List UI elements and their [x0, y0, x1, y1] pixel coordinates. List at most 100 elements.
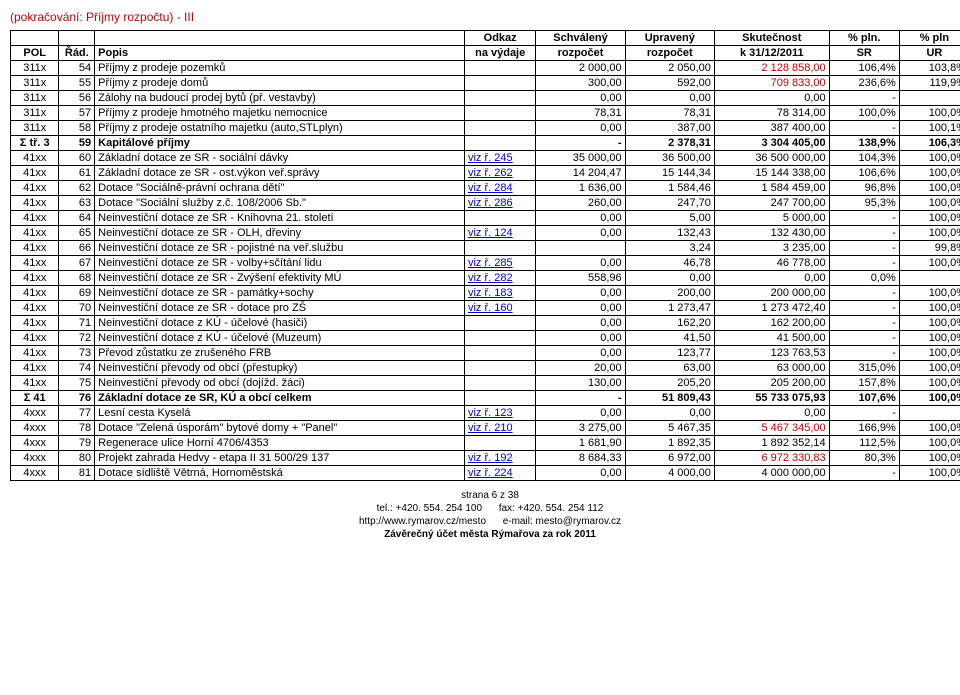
table-row: 41xx74Neinvestiční převody od obcí (přes…	[11, 361, 960, 376]
table-cell-link[interactable]: viz ř. 284	[464, 181, 535, 196]
table-row: 41xx69Neinvestiční dotace ze SR - památk…	[11, 286, 960, 301]
page-title: (pokračování: Příjmy rozpočtu) - III	[10, 10, 960, 24]
table-cell: 387,00	[625, 121, 714, 136]
table-cell: Neinvestiční dotace ze SR - památky+soch…	[95, 286, 465, 301]
table-cell-link[interactable]: viz ř. 245	[464, 151, 535, 166]
table-cell: Neinvestiční dotace ze SR - dotace pro Z…	[95, 301, 465, 316]
table-cell: 41xx	[11, 316, 59, 331]
table-row: 311x57Příjmy z prodeje hmotného majetku …	[11, 106, 960, 121]
table-cell: 14 204,47	[536, 166, 625, 181]
table-cell: 100,0%	[899, 316, 960, 331]
table-cell-link	[464, 106, 535, 121]
footer-fax: fax: +420. 554. 254 112	[499, 503, 604, 514]
table-cell: 69	[59, 286, 95, 301]
table-cell: -	[829, 121, 899, 136]
table-cell: Neinvestiční dotace ze SR - volby+sčítán…	[95, 256, 465, 271]
table-cell-link[interactable]: viz ř. 160	[464, 301, 535, 316]
table-cell-link[interactable]: viz ř. 262	[464, 166, 535, 181]
table-cell: -	[829, 91, 899, 106]
footer-email: e-mail: mesto@rymarov.cz	[503, 516, 621, 527]
table-cell: 35 000,00	[536, 151, 625, 166]
table-cell: 61	[59, 166, 95, 181]
table-cell: 5 467 345,00	[714, 421, 829, 436]
table-cell-link[interactable]: viz ř. 224	[464, 466, 535, 481]
table-cell-link[interactable]: viz ř. 192	[464, 451, 535, 466]
table-cell: -	[829, 406, 899, 421]
table-row: 311x55Příjmy z prodeje domů300,00592,007…	[11, 76, 960, 91]
table-cell-link[interactable]: viz ř. 285	[464, 256, 535, 271]
table-cell: 138,9%	[829, 136, 899, 151]
table-cell: 123,77	[625, 346, 714, 361]
table-cell: Neinvestiční dotace ze SR - OLH, dřeviny	[95, 226, 465, 241]
table-cell: Dotace sídliště Větrná, Hornoměstská	[95, 466, 465, 481]
table-cell: 72	[59, 331, 95, 346]
table-cell: Základní dotace ze SR, KÚ a obcí celkem	[95, 391, 465, 406]
table-row: 4xxx80Projekt zahrada Hedvy - etapa II 3…	[11, 451, 960, 466]
table-cell: -	[829, 346, 899, 361]
table-cell-link[interactable]: viz ř. 183	[464, 286, 535, 301]
table-cell: 100,0%	[899, 286, 960, 301]
table-cell-link	[464, 211, 535, 226]
table-cell-link[interactable]: viz ř. 124	[464, 226, 535, 241]
footer-tel: tel.: +420. 554. 254 100	[377, 503, 482, 514]
th-rad2: Řád.	[59, 46, 95, 61]
th-ur2: UR	[899, 46, 960, 61]
table-cell: 106,6%	[829, 166, 899, 181]
table-cell: 41xx	[11, 151, 59, 166]
table-cell: 106,4%	[829, 61, 899, 76]
table-cell: 41,50	[625, 331, 714, 346]
table-cell: 558,96	[536, 271, 625, 286]
table-cell-link	[464, 76, 535, 91]
table-cell: 67	[59, 256, 95, 271]
table-cell: 100,0%	[899, 196, 960, 211]
table-cell: 75	[59, 376, 95, 391]
table-row: 41xx70Neinvestiční dotace ze SR - dotace…	[11, 301, 960, 316]
table-cell: 100,0%	[899, 451, 960, 466]
table-cell: 65	[59, 226, 95, 241]
table-cell: 66	[59, 241, 95, 256]
table-cell-link[interactable]: viz ř. 282	[464, 271, 535, 286]
table-cell: 0,00	[714, 91, 829, 106]
table-cell-link	[464, 376, 535, 391]
table-cell: 166,9%	[829, 421, 899, 436]
table-cell: 56	[59, 91, 95, 106]
table-cell: -	[829, 466, 899, 481]
table-cell: 100,0%	[899, 391, 960, 406]
table-cell: 41xx	[11, 346, 59, 361]
table-cell: 162 200,00	[714, 316, 829, 331]
table-cell-link[interactable]: viz ř. 286	[464, 196, 535, 211]
th-schv: Schválený	[536, 31, 625, 46]
table-cell: 311x	[11, 121, 59, 136]
table-cell: 95,3%	[829, 196, 899, 211]
table-cell: 107,6%	[829, 391, 899, 406]
table-cell: -	[829, 316, 899, 331]
table-cell: Neinvestiční převody od obcí (dojížd. žá…	[95, 376, 465, 391]
table-cell: 200,00	[625, 286, 714, 301]
table-cell: -	[829, 256, 899, 271]
table-cell: 300,00	[536, 76, 625, 91]
table-cell: 200 000,00	[714, 286, 829, 301]
table-cell: 6 972,00	[625, 451, 714, 466]
th-upr2: rozpočet	[625, 46, 714, 61]
table-cell: 0,00	[536, 121, 625, 136]
table-cell: 0,00	[536, 91, 625, 106]
table-cell: 41xx	[11, 256, 59, 271]
table-cell: 99,8%	[899, 241, 960, 256]
budget-table: Odkaz Schválený Upravený Skutečnost % pl…	[10, 30, 960, 481]
table-cell: Zálohy na budoucí prodej bytů (př. vesta…	[95, 91, 465, 106]
table-cell: 78,31	[536, 106, 625, 121]
table-cell: 41 500,00	[714, 331, 829, 346]
table-cell: 100,0%	[899, 421, 960, 436]
table-cell: 5 467,35	[625, 421, 714, 436]
table-cell: 100,0%	[899, 106, 960, 121]
table-cell: 6 972 330,83	[714, 451, 829, 466]
table-row: 41xx72Neinvestiční dotace z KÚ - účelové…	[11, 331, 960, 346]
table-cell: -	[829, 331, 899, 346]
table-cell: 20,00	[536, 361, 625, 376]
table-row: 311x56Zálohy na budoucí prodej bytů (př.…	[11, 91, 960, 106]
table-cell-link[interactable]: viz ř. 123	[464, 406, 535, 421]
table-cell: 709 833,00	[714, 76, 829, 91]
table-cell-link[interactable]: viz ř. 210	[464, 421, 535, 436]
table-cell: Příjmy z prodeje pozemků	[95, 61, 465, 76]
table-cell-link	[464, 61, 535, 76]
